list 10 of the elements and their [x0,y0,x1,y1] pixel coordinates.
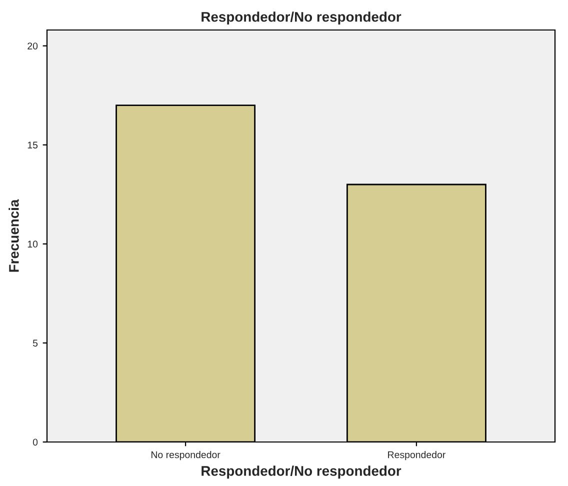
y-tick-label: 15 [28,142,38,149]
x-tick-label: Respondedor [388,451,446,460]
y-tick-label: 10 [28,240,38,248]
x-axis-title: Respondedor/No respondedor [202,466,402,479]
chart-title: Respondedor/No respondedor [202,12,402,25]
y-tick-label: 20 [28,42,38,50]
x-tick-label: No respondedor [151,451,220,460]
y-axis-title: Frecuencia [8,199,19,272]
y-tick-label: 5 [32,340,38,347]
y-tick-label: 0 [32,438,38,446]
